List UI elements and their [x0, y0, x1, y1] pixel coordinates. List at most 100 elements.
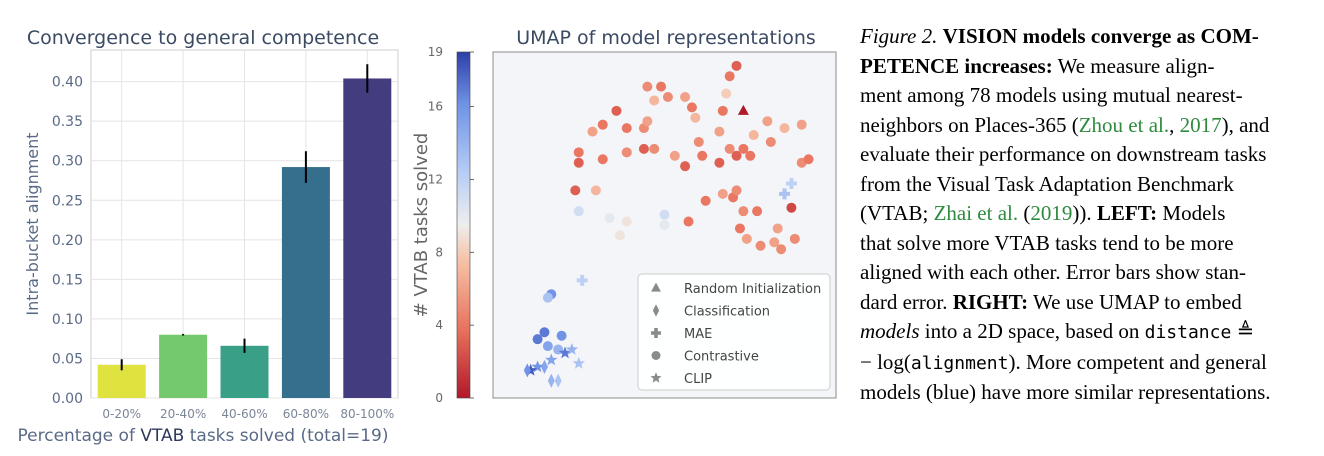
- umap-point-circle: [542, 341, 553, 352]
- umap-point-circle: [662, 91, 673, 102]
- umap-point-circle: [621, 123, 632, 134]
- umap-point-circle: [779, 123, 790, 134]
- umap-point-circle: [614, 230, 625, 241]
- colorbar-label: # VTAB tasks solved: [411, 133, 432, 318]
- umap-point-circle: [745, 150, 756, 161]
- umap-point-circle: [556, 330, 567, 341]
- caption-text: alignment: [910, 352, 1009, 374]
- umap-point-circle: [621, 216, 632, 227]
- umap-point-circle: [803, 154, 814, 165]
- umap-point-circle: [789, 233, 800, 244]
- caption-text: ment among 78 models using mutual neares…: [860, 83, 1243, 107]
- umap-point-circle: [680, 161, 691, 172]
- umap-point-circle: [611, 105, 622, 116]
- umap-point-circle: [680, 91, 691, 102]
- caption-text: evaluate their performance on downstream…: [860, 142, 1267, 166]
- colorbar-tick-label: 12: [428, 172, 443, 186]
- umap-point-circle: [587, 126, 598, 137]
- caption-text: models (blue) have more similar represen…: [860, 380, 1271, 404]
- umap-point-circle: [573, 157, 584, 168]
- umap-scatter-figure: 0 4 8 12 16 19 # VTAB tasks solved UMAP of mo…: [411, 27, 837, 405]
- figure-caption: Figure 2. VISION models converge as COM-…: [860, 22, 1320, 408]
- caption-text: dard error.: [860, 289, 953, 314]
- umap-point-circle: [738, 206, 749, 217]
- colorbar-tick-label: 4: [435, 318, 443, 332]
- caption-text: distance: [1144, 322, 1232, 343]
- umap-point-circle: [638, 143, 649, 154]
- bar-y-tick-label: 0.35: [52, 114, 83, 130]
- colorbar: [456, 51, 471, 399]
- umap-point-circle: [649, 95, 660, 106]
- caption-text: ). More competent and general: [1008, 349, 1267, 374]
- umap-point-circle: [776, 244, 787, 255]
- bar-y-tick-label: 0.00: [52, 391, 83, 407]
- caption-text: into a 2D space, based on: [919, 319, 1145, 343]
- caption-text: We measure align-: [1052, 53, 1215, 78]
- umap-point-diamond: [547, 373, 555, 388]
- caption-line: aligned with each other. Error bars show…: [860, 258, 1320, 288]
- umap-point-circle: [539, 327, 550, 338]
- bar-y-tick-label: 0.25: [52, 193, 83, 209]
- citation-link[interactable]: 2019: [1030, 201, 1073, 225]
- bar-chart-convergence: Convergence to general competence 0.00 0.…: [18, 27, 399, 446]
- colorbar-tick-label: 16: [428, 100, 443, 114]
- caption-text: − log(: [860, 349, 911, 374]
- bar-x-tick-label: 60-80%: [283, 407, 329, 421]
- caption-line: evaluate their performance on downstream…: [860, 140, 1320, 170]
- legend-marker-star: [650, 372, 662, 383]
- citation-link[interactable]: 2017: [1179, 112, 1222, 137]
- umap-point-circle: [597, 119, 608, 130]
- umap-point-star: [531, 360, 544, 373]
- umap-point-circle: [693, 136, 704, 147]
- citation-link[interactable]: Zhou et al.: [1078, 112, 1170, 137]
- bar: [159, 334, 208, 398]
- umap-point-star: [545, 353, 558, 366]
- caption-line: that solve more VTAB tasks tend to be mo…: [860, 229, 1320, 259]
- caption-line: − log(alignment). More competent and gen…: [860, 348, 1320, 379]
- bar: [220, 345, 269, 398]
- umap-title: UMAP of model representations: [516, 27, 816, 49]
- bar-chart-xlabel: Percentage of VTAB tasks solved (total=1…: [18, 426, 389, 446]
- umap-point-star: [572, 356, 585, 369]
- bar-chart-title: Convergence to general competence: [27, 27, 379, 49]
- caption-line: models into a 2D space, based on distanc…: [860, 317, 1320, 348]
- umap-point-circle: [755, 240, 766, 251]
- umap-point-circle: [717, 188, 728, 199]
- umap-point-star: [558, 346, 572, 359]
- umap-point-star: [565, 343, 579, 355]
- umap-point-circle: [573, 147, 584, 158]
- umap-point-circle: [786, 202, 797, 213]
- caption-text: (VTAB;: [860, 201, 934, 225]
- caption-text: from the Visual Task Adaptation Benchmar…: [860, 171, 1234, 196]
- bar-x-tick-label: 40-60%: [221, 407, 267, 421]
- umap-point-circle: [714, 157, 725, 168]
- umap-point-circle: [573, 206, 584, 217]
- umap-point-plus: [779, 188, 791, 200]
- bar-y-tick-label: 0.40: [52, 75, 83, 91]
- colorbar-tick-label: 0: [435, 391, 443, 405]
- umap-point-triangle: [737, 104, 749, 115]
- bar: [343, 78, 392, 399]
- umap-point-circle: [724, 71, 735, 82]
- umap-point-diamond: [540, 359, 548, 374]
- caption-text: models: [860, 319, 920, 343]
- umap-point-circle: [590, 185, 601, 196]
- umap-point-circle: [690, 112, 701, 123]
- umap-point-circle: [597, 154, 608, 165]
- umap-point-plus: [785, 177, 797, 189]
- caption-text: ,: [1169, 112, 1180, 137]
- bar: [281, 167, 330, 398]
- legend-label: Random Initialization: [684, 282, 821, 297]
- bar-x-tick-label: 80-100%: [340, 407, 394, 421]
- umap-point-circle: [700, 195, 711, 206]
- umap-point-circle: [741, 233, 752, 244]
- umap-point-circle: [721, 88, 732, 99]
- citation-link[interactable]: Zhai et al.: [933, 201, 1019, 225]
- caption-text: LEFT:: [1096, 201, 1158, 225]
- bar-x-tick-label: 20-40%: [160, 407, 206, 421]
- umap-point-circle: [731, 60, 742, 71]
- umap-point-circle: [734, 223, 745, 234]
- umap-point-circle: [731, 150, 742, 161]
- umap-point-circle: [642, 116, 653, 127]
- caption-line: dard error. RIGHT: We use UMAP to embed: [860, 288, 1320, 318]
